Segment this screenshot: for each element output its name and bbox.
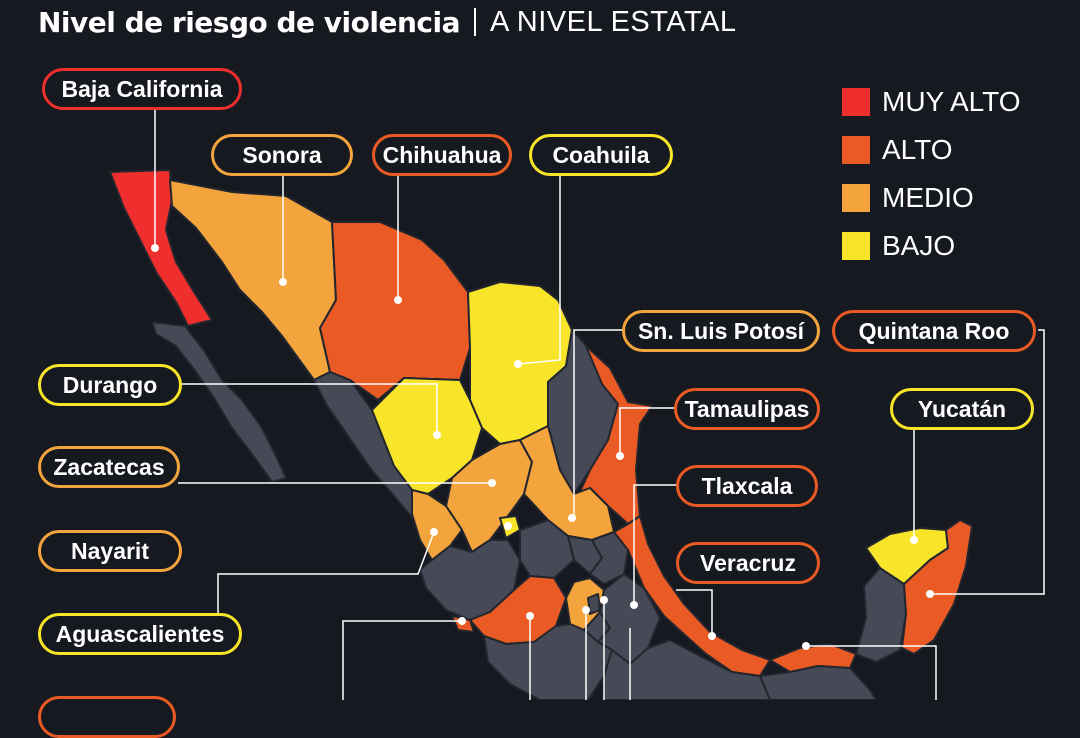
label-sonora[interactable]: Sonora [211, 134, 353, 176]
leader-tlaxcala [633, 484, 677, 605]
legend-swatch-alto [842, 136, 870, 164]
marker-yucatan [910, 536, 918, 544]
marker-coahuila [514, 360, 522, 368]
legend-label-bajo: BAJO [882, 230, 956, 261]
label-coahuila[interactable]: Coahuila [529, 134, 673, 176]
marker-chihuahua [394, 296, 402, 304]
state-guerrero [483, 623, 613, 700]
label-yucatan[interactable]: Yucatán [890, 388, 1034, 430]
label-aguascalientes[interactable]: Aguascalientes [38, 613, 242, 655]
legend: MUY ALTO ALTO MEDIO BAJO [842, 78, 1021, 270]
marker-tabasco [802, 642, 810, 650]
marker-nayarit [430, 528, 438, 536]
state-chihuahua[interactable] [319, 221, 471, 401]
marker-tlaxcala [630, 601, 638, 609]
state-guanajuato [519, 519, 575, 579]
label-quintana-roo[interactable]: Quintana Roo [832, 310, 1036, 352]
state-sonora[interactable] [169, 179, 337, 381]
state-tamaulipas[interactable] [577, 345, 653, 525]
label-baja-california[interactable]: Baja California [42, 68, 242, 110]
label-zacatecas[interactable]: Zacatecas [38, 446, 180, 488]
marker-michoacan [526, 612, 534, 620]
marker-aguascalientes [504, 522, 512, 530]
marker-mexico [582, 606, 590, 614]
title-sub: A NIVEL ESTATAL [489, 5, 737, 38]
legend-swatch-muy-alto [842, 88, 870, 116]
marker-quintana-roo [926, 590, 934, 598]
legend-label-medio: MEDIO [882, 182, 974, 213]
leader-coahuila [517, 176, 561, 365]
marker-baja-california [151, 244, 159, 252]
leader-durango [180, 383, 438, 435]
leader-tamaulipas [619, 407, 676, 456]
map-title: Nivel de riesgo de violencia A NIVEL EST… [38, 2, 737, 42]
label-durango[interactable]: Durango [38, 364, 182, 406]
marker-sn-luis-potosi [568, 514, 576, 522]
marker-colima [458, 617, 466, 625]
label-cutoff-bottom [38, 696, 176, 738]
leader-aguascalientes [342, 620, 460, 700]
leader-sn-luis-potosi [573, 329, 625, 518]
mexico-map [109, 110, 1045, 700]
label-sn-luis-potosi[interactable]: Sn. Luis Potosí [622, 310, 820, 352]
state-chiapas [759, 665, 877, 700]
legend-item-muy-alto: MUY ALTO [842, 78, 1021, 126]
leader-veracruz [676, 589, 713, 636]
label-veracruz[interactable]: Veracruz [676, 542, 820, 584]
state-baja-california-sur [151, 321, 287, 483]
leader-tabasco-bottom [806, 645, 937, 700]
legend-label-alto: ALTO [882, 134, 953, 165]
marker-tamaulipas [616, 452, 624, 460]
legend-item-medio: MEDIO [842, 174, 1021, 222]
title-divider [473, 8, 476, 36]
state-quintana-roo[interactable] [901, 519, 973, 655]
marker-cdmx [600, 596, 608, 604]
title-main: Nivel de riesgo de violencia [38, 5, 460, 39]
label-nayarit[interactable]: Nayarit [38, 530, 182, 572]
label-tamaulipas[interactable]: Tamaulipas [674, 388, 820, 430]
legend-item-bajo: BAJO [842, 222, 1021, 270]
label-chihuahua[interactable]: Chihuahua [372, 134, 512, 176]
leader-quintana-roo [930, 329, 1045, 595]
legend-swatch-bajo [842, 232, 870, 260]
leader-nayarit [217, 531, 435, 614]
label-tlaxcala[interactable]: Tlaxcala [676, 465, 818, 507]
marker-sonora [279, 278, 287, 286]
marker-durango [433, 431, 441, 439]
marker-zacatecas [488, 479, 496, 487]
legend-swatch-medio [842, 184, 870, 212]
legend-item-alto: ALTO [842, 126, 1021, 174]
legend-label-muy-alto: MUY ALTO [882, 86, 1021, 117]
marker-veracruz [708, 632, 716, 640]
state-campeche [855, 567, 907, 663]
